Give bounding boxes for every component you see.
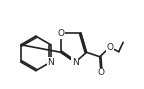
Text: O: O: [106, 43, 113, 52]
Text: O: O: [97, 68, 104, 77]
Text: N: N: [47, 57, 54, 66]
Text: N: N: [72, 58, 79, 67]
Text: O: O: [57, 29, 64, 38]
